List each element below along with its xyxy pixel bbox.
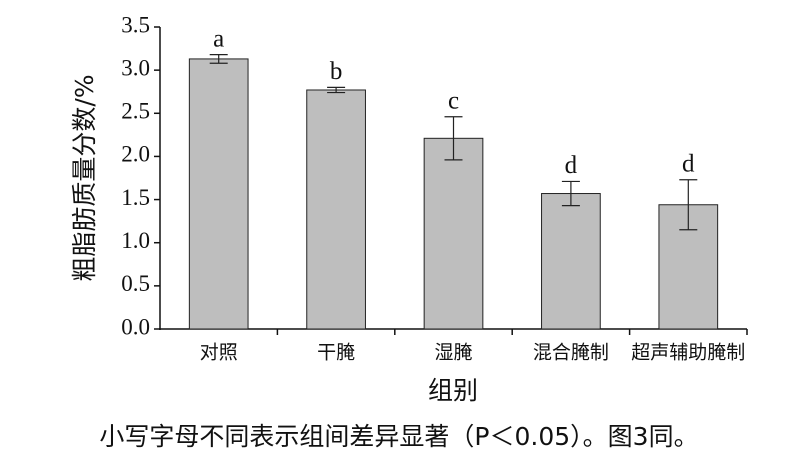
y-tick-label: 3.0 [121,55,150,80]
y-tick-label: 3.5 [121,12,150,37]
y-tick-label: 0.0 [121,314,150,339]
x-axis-label: 组别 [428,376,478,405]
x-tick-label: 对照 [200,342,238,364]
y-tick-label: 1.5 [121,185,150,210]
x-tick-label: 混合腌制 [533,342,609,364]
y-tick-label: 1.0 [121,228,150,253]
bar [423,137,484,330]
significance-label: b [330,58,343,85]
caption: 小写字母不同表示组间差异显著（P＜0.05）。图3同。 [99,422,698,451]
x-tick-label: 超声辅助腌制 [631,342,745,364]
significance-label: d [682,150,695,177]
y-tick-label: 2.0 [121,142,150,167]
y-tick-label: 2.5 [121,99,150,124]
bar [541,193,601,330]
y-tick-label: 0.5 [121,271,150,296]
y-axis-label: 粗脂肪质量分数/% [70,74,99,281]
bar [306,89,366,330]
x-tick-label: 湿腌 [434,342,472,364]
significance-label: c [448,87,459,114]
significance-label: d [565,152,578,179]
bar [188,58,249,330]
significance-label: a [213,25,224,52]
x-tick-label: 干腌 [317,342,355,364]
